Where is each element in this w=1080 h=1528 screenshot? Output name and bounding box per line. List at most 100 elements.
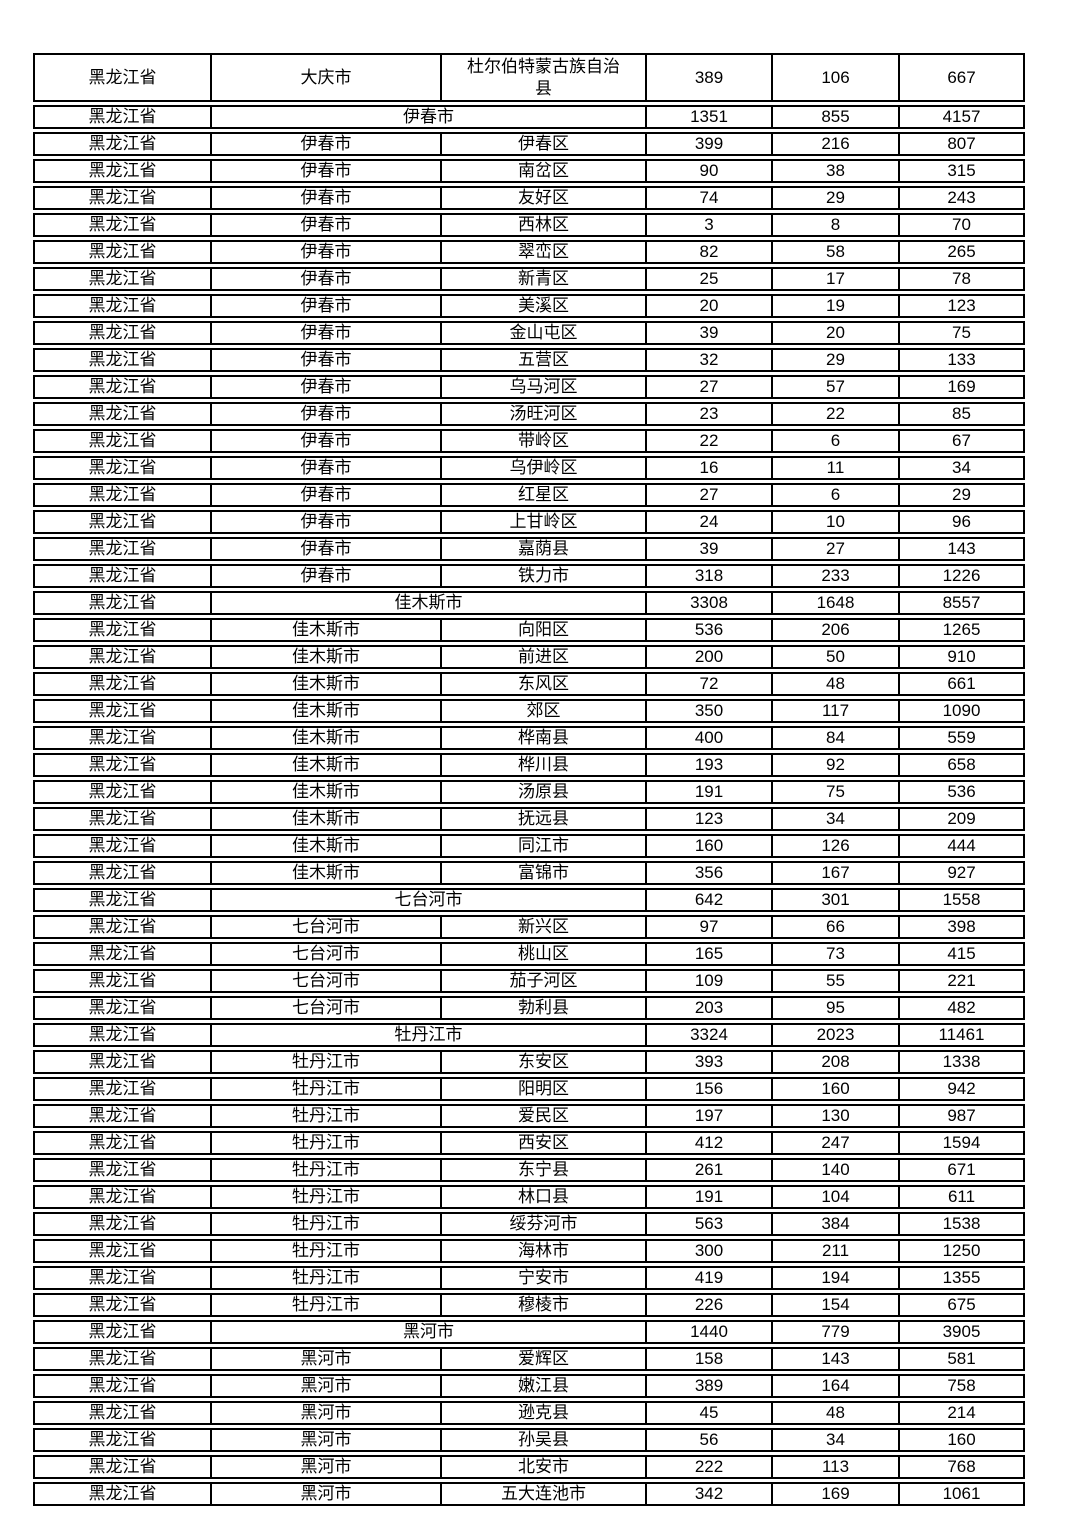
city-cell: 七台河市 xyxy=(210,915,440,939)
province-cell: 黑龙江省 xyxy=(33,1455,210,1479)
district-cell: 西林区 xyxy=(440,213,645,237)
value-cell: 25 xyxy=(645,267,771,291)
table-row: 黑龙江省 伊春市 金山屯区 39 20 75 xyxy=(33,321,1025,345)
province-cell: 黑龙江省 xyxy=(33,699,210,723)
province-cell: 黑龙江省 xyxy=(33,483,210,507)
table-row: 黑龙江省 佳木斯市 富锦市 356 167 927 xyxy=(33,861,1025,885)
province-cell: 黑龙江省 xyxy=(33,1293,210,1317)
value-cell: 158 xyxy=(645,1347,771,1371)
value-cell: 19 xyxy=(771,294,898,318)
value-cell: 1648 xyxy=(771,591,898,615)
table-row: 黑龙江省 佳木斯市 东风区 72 48 661 xyxy=(33,672,1025,696)
province-cell: 黑龙江省 xyxy=(33,1185,210,1209)
value-cell: 1558 xyxy=(898,888,1025,912)
city-cell: 佳木斯市 xyxy=(210,780,440,804)
city-total-row: 黑龙江省 伊春市 1351 855 4157 xyxy=(33,105,1025,129)
value-cell: 75 xyxy=(898,321,1025,345)
province-cell: 黑龙江省 xyxy=(33,510,210,534)
value-cell: 123 xyxy=(898,294,1025,318)
value-cell: 226 xyxy=(645,1293,771,1317)
table-row: 黑龙江省 佳木斯市 汤原县 191 75 536 xyxy=(33,780,1025,804)
value-cell: 389 xyxy=(645,53,771,102)
value-cell: 22 xyxy=(771,402,898,426)
value-cell: 45 xyxy=(645,1401,771,1425)
city-cell: 七台河市 xyxy=(210,996,440,1020)
value-cell: 29 xyxy=(771,186,898,210)
table-row: 黑龙江省 伊春市 五营区 32 29 133 xyxy=(33,348,1025,372)
city-cell: 牡丹江市 xyxy=(210,1104,440,1128)
value-cell: 6 xyxy=(771,483,898,507)
region-statistics-table: 黑龙江省 大庆市 杜尔伯特蒙古族自治县 389 106 667 黑龙江省 伊春市 1351 855… xyxy=(33,50,1025,1509)
value-cell: 1351 xyxy=(645,105,771,129)
value-cell: 300 xyxy=(645,1239,771,1263)
district-cell: 汤原县 xyxy=(440,780,645,804)
city-cell: 伊春市 xyxy=(210,537,440,561)
province-cell: 黑龙江省 xyxy=(33,1347,210,1371)
province-cell: 黑龙江省 xyxy=(33,402,210,426)
value-cell: 1061 xyxy=(898,1482,1025,1506)
value-cell: 1090 xyxy=(898,699,1025,723)
district-cell: 西安区 xyxy=(440,1131,645,1155)
city-cell: 伊春市 xyxy=(210,240,440,264)
table-row: 黑龙江省 黑河市 五大连池市 342 169 1061 xyxy=(33,1482,1025,1506)
table-row: 黑龙江省 牡丹江市 绥芬河市 563 384 1538 xyxy=(33,1212,1025,1236)
city-cell: 黑河市 xyxy=(210,1401,440,1425)
district-cell: 翠峦区 xyxy=(440,240,645,264)
value-cell: 73 xyxy=(771,942,898,966)
value-cell: 675 xyxy=(898,1293,1025,1317)
value-cell: 57 xyxy=(771,375,898,399)
value-cell: 95 xyxy=(771,996,898,1020)
city-cell: 牡丹江市 xyxy=(210,1023,645,1047)
value-cell: 206 xyxy=(771,618,898,642)
value-cell: 169 xyxy=(898,375,1025,399)
table-row: 黑龙江省 伊春市 西林区 3 8 70 xyxy=(33,213,1025,237)
value-cell: 113 xyxy=(771,1455,898,1479)
city-cell: 伊春市 xyxy=(210,186,440,210)
district-cell: 郊区 xyxy=(440,699,645,723)
value-cell: 32 xyxy=(645,348,771,372)
province-cell: 黑龙江省 xyxy=(33,132,210,156)
value-cell: 265 xyxy=(898,240,1025,264)
table-row: 黑龙江省 牡丹江市 海林市 300 211 1250 xyxy=(33,1239,1025,1263)
province-cell: 黑龙江省 xyxy=(33,375,210,399)
value-cell: 581 xyxy=(898,1347,1025,1371)
province-cell: 黑龙江省 xyxy=(33,996,210,1020)
city-cell: 伊春市 xyxy=(210,321,440,345)
district-cell: 杜尔伯特蒙古族自治县 xyxy=(440,53,645,102)
city-cell: 伊春市 xyxy=(210,456,440,480)
district-cell: 友好区 xyxy=(440,186,645,210)
city-cell: 佳木斯市 xyxy=(210,861,440,885)
city-cell: 黑河市 xyxy=(210,1374,440,1398)
value-cell: 38 xyxy=(771,159,898,183)
value-cell: 78 xyxy=(898,267,1025,291)
value-cell: 58 xyxy=(771,240,898,264)
value-cell: 90 xyxy=(645,159,771,183)
province-cell: 黑龙江省 xyxy=(33,591,210,615)
city-cell: 伊春市 xyxy=(210,105,645,129)
province-cell: 黑龙江省 xyxy=(33,348,210,372)
province-cell: 黑龙江省 xyxy=(33,456,210,480)
table-row: 黑龙江省 黑河市 孙吴县 56 34 160 xyxy=(33,1428,1025,1452)
district-cell: 乌伊岭区 xyxy=(440,456,645,480)
table-row: 黑龙江省 牡丹江市 东宁县 261 140 671 xyxy=(33,1158,1025,1182)
value-cell: 1355 xyxy=(898,1266,1025,1290)
city-cell: 佳木斯市 xyxy=(210,726,440,750)
value-cell: 34 xyxy=(771,1428,898,1452)
value-cell: 160 xyxy=(645,834,771,858)
value-cell: 389 xyxy=(645,1374,771,1398)
city-cell: 黑河市 xyxy=(210,1428,440,1452)
value-cell: 194 xyxy=(771,1266,898,1290)
value-cell: 154 xyxy=(771,1293,898,1317)
table-row: 黑龙江省 牡丹江市 宁安市 419 194 1355 xyxy=(33,1266,1025,1290)
value-cell: 3905 xyxy=(898,1320,1025,1344)
city-total-row: 黑龙江省 佳木斯市 3308 1648 8557 xyxy=(33,591,1025,615)
value-cell: 167 xyxy=(771,861,898,885)
district-cell: 勃利县 xyxy=(440,996,645,1020)
province-cell: 黑龙江省 xyxy=(33,294,210,318)
value-cell: 4157 xyxy=(898,105,1025,129)
district-cell: 桃山区 xyxy=(440,942,645,966)
city-cell: 佳木斯市 xyxy=(210,753,440,777)
value-cell: 301 xyxy=(771,888,898,912)
value-cell: 20 xyxy=(645,294,771,318)
city-cell: 伊春市 xyxy=(210,294,440,318)
